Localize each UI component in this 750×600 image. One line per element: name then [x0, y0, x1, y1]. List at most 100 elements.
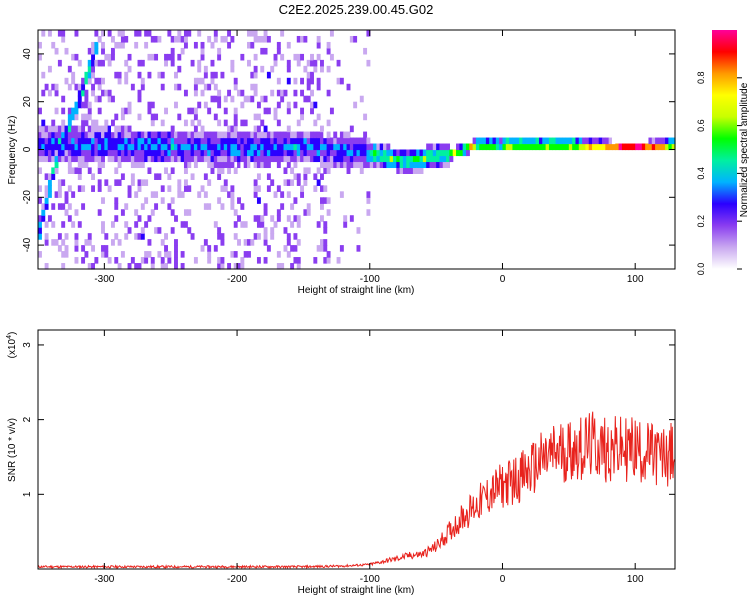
spectrogram-cell	[349, 149, 354, 157]
spectrogram-cell	[217, 173, 222, 180]
spectrogram-cell	[552, 143, 557, 151]
spectrogram-cell	[38, 107, 42, 115]
spectrogram-cell	[562, 137, 567, 145]
spectrogram-cell	[369, 143, 374, 151]
spectrogram-cell	[213, 131, 218, 139]
spectrogram-cell	[329, 149, 334, 157]
spectrogram-cell	[203, 173, 208, 180]
spectrogram-cell	[369, 149, 374, 157]
spectrogram-cell	[363, 137, 368, 145]
spectrogram-cell	[283, 131, 288, 139]
spectrogram-cell	[459, 143, 464, 151]
spectrogram-cell	[170, 47, 175, 55]
spectrogram-cell	[383, 161, 387, 169]
spectrogram-cell	[187, 155, 192, 163]
spectrogram-cell	[446, 149, 450, 157]
spectrogram-cell	[130, 173, 135, 180]
spectrogram-cell	[558, 137, 563, 145]
spectrogram-cell	[164, 137, 168, 145]
spectrogram-cell	[81, 131, 86, 139]
spectrogram-cell	[499, 137, 504, 145]
spectrogram-cell	[183, 161, 188, 169]
spectrogram-cell	[51, 167, 56, 174]
spectrogram-cell	[611, 137, 616, 145]
spectrogram-cell	[110, 53, 115, 61]
spectrogram-cell	[313, 59, 318, 67]
spectrogram-cell	[293, 161, 298, 169]
spectrogram-cell	[94, 137, 99, 145]
spectrogram-cell	[363, 161, 368, 169]
spectrogram-cell	[339, 155, 344, 163]
spectrogram-cell	[114, 203, 119, 210]
spectrogram-cell	[91, 53, 96, 61]
spectrogram-cell	[154, 149, 159, 157]
spectrogram-cell	[174, 83, 178, 91]
spectrogram-cell	[114, 179, 119, 186]
spectrogram-cell	[44, 137, 49, 145]
spectrogram-cell	[263, 239, 268, 246]
spectrogram-cell	[310, 53, 314, 61]
spectrogram-cell	[144, 257, 149, 264]
spectrogram-cell	[117, 125, 122, 133]
spectrogram-cell	[61, 203, 66, 210]
spectrogram-cell	[333, 131, 338, 139]
spectrogram-cell	[120, 251, 125, 258]
spectrogram-cell	[101, 59, 105, 67]
spectrogram-cell	[329, 30, 334, 37]
spectrogram-cell	[38, 131, 42, 139]
spectrogram-cell	[366, 143, 371, 151]
spectrogram-cell	[167, 173, 172, 180]
spectrogram-cell	[266, 71, 271, 79]
spectrogram-cell	[97, 155, 102, 163]
spectrogram-cell	[154, 203, 159, 210]
spectrogram-cell	[648, 143, 653, 151]
spectrogram-cell	[230, 65, 235, 73]
spectrogram-cell	[286, 107, 291, 115]
spectrogram-cell	[326, 65, 331, 73]
spectrogram-cell	[193, 83, 198, 91]
spectrogram-cell	[120, 35, 125, 43]
spectrogram-cell	[180, 47, 185, 55]
spectrogram-cell	[266, 143, 271, 151]
spectrogram-cell	[170, 35, 175, 43]
spectrogram-cell	[290, 221, 295, 228]
spectrogram-cell	[77, 167, 82, 174]
spectrogram-cell	[71, 167, 76, 174]
spectrogram-cell	[240, 203, 245, 210]
spectrogram-cell	[217, 137, 222, 145]
spectrogram-cell	[117, 30, 122, 37]
spectrogram-cell	[117, 131, 122, 139]
spectrogram-cell	[110, 239, 115, 246]
spectrogram-cell	[326, 131, 331, 139]
x-tick-label: -100	[360, 274, 380, 285]
spectrogram-cell	[306, 137, 311, 145]
spectrogram-cell	[270, 131, 275, 139]
spectrogram-cell	[598, 143, 603, 151]
spectrogram-cell	[323, 197, 328, 204]
spectrogram-cell	[419, 155, 424, 163]
spectrogram-cell	[439, 149, 444, 157]
spectrogram-cell	[220, 35, 225, 43]
spectrogram-cell	[260, 215, 265, 222]
spectrogram-cell	[193, 137, 198, 145]
spectrogram-cell	[240, 53, 245, 61]
spectrogram-cell	[253, 215, 258, 222]
spectrogram-cell	[293, 143, 298, 151]
spectrogram-cell	[462, 143, 467, 151]
spectrogram-cell	[71, 71, 76, 79]
spectrogram-cell	[240, 137, 245, 145]
spectrogram-cell	[61, 95, 66, 103]
spectrogram-cell	[227, 125, 232, 133]
spectrogram-cell	[568, 137, 573, 145]
spectrogram-cell	[47, 30, 52, 37]
spectrogram-cell	[177, 149, 182, 157]
spectrogram-cell	[329, 107, 334, 115]
spectrogram-cell	[356, 161, 361, 169]
spectrogram-cell	[200, 41, 205, 49]
spectrogram-cell	[183, 143, 188, 151]
spectrogram-cell	[270, 65, 275, 73]
spectrogram-cell	[237, 137, 241, 145]
spectrogram-cell	[392, 155, 397, 163]
